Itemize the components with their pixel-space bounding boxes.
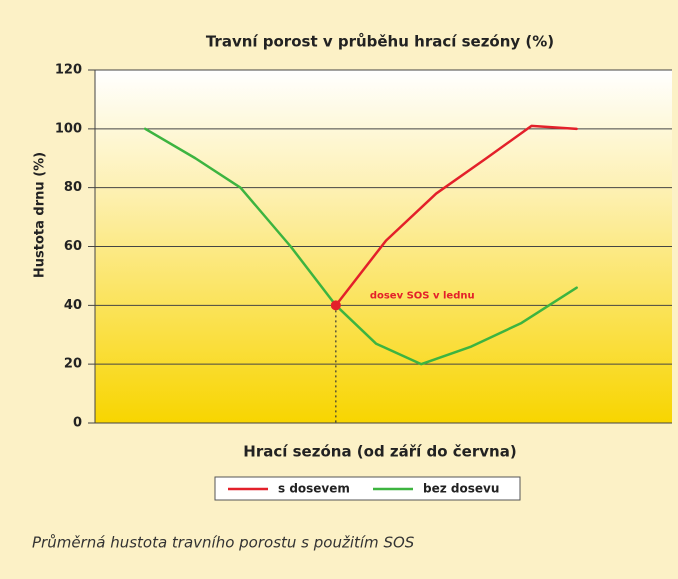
y-axis-label: Hustota drnu (%) [33,152,48,278]
y-tick-label: 80 [64,180,82,195]
legend-label: bez dosevu [423,482,499,496]
y-tick-label: 100 [55,121,82,136]
y-tick-label: 60 [64,239,82,254]
legend [214,476,521,501]
annotation-point [330,300,341,311]
legend-label: s dosevem [278,482,350,496]
annotation: dosev SOS v lednu [370,290,475,301]
line-series [143,127,578,366]
line-series [334,124,578,307]
chart-title: Travní porost v průběhu hrací sezóny (%) [206,33,554,51]
caption: Průměrná hustota travního porostu s použ… [32,534,415,552]
y-tick-label: 20 [64,357,82,372]
y-tick-label: 0 [73,416,82,431]
x-axis-label: Hrací sezóna (od září do června) [243,443,516,461]
y-tick-label: 120 [55,63,82,78]
y-tick-label: 40 [64,298,82,313]
